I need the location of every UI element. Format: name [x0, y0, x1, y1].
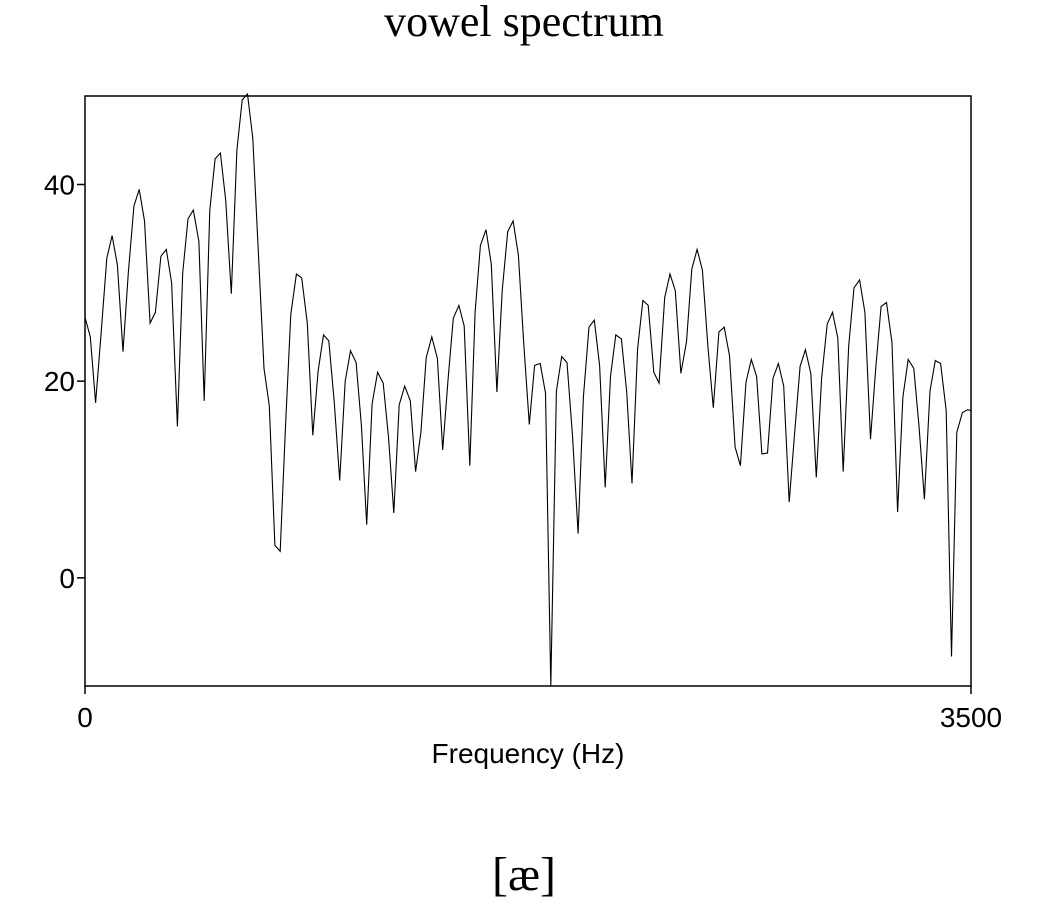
x-axis-ticks: 0 3500: [77, 686, 1002, 733]
y-tick-label: 40: [44, 170, 75, 201]
spectrum-line: [84, 92, 972, 687]
y-axis-ticks: 0 20 40: [44, 170, 85, 594]
vowel-caption: [æ]: [492, 848, 556, 901]
chart-title: vowel spectrum: [384, 0, 664, 46]
plot-frame: [84, 95, 972, 687]
x-axis-label: Frequency (Hz): [432, 738, 625, 769]
x-tick-label: 3500: [940, 702, 1002, 733]
y-tick-label: 0: [59, 563, 75, 594]
y-tick-label: 20: [44, 366, 75, 397]
x-tick-label: 0: [77, 702, 93, 733]
